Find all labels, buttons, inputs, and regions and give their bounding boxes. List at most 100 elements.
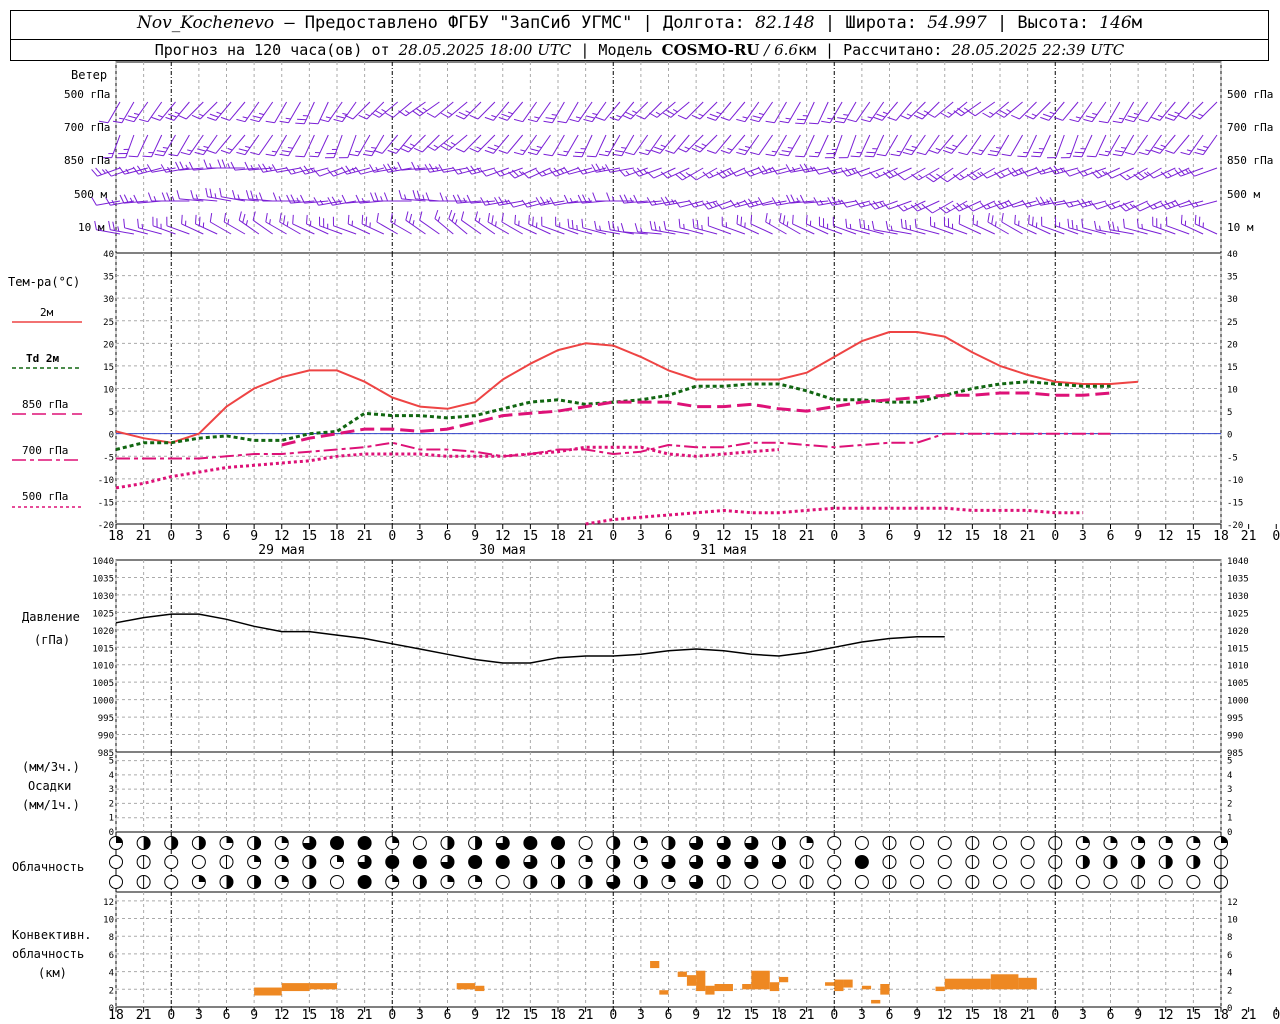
wind-barb-flag (1098, 153, 1108, 157)
legend-label-850: 850 гПа (22, 398, 69, 411)
wind-barb (292, 214, 315, 235)
wind-barb-flag (290, 194, 296, 203)
wind-barb-flag (381, 108, 387, 113)
cloud-symbol (1075, 855, 1090, 869)
wind-barb-flag (872, 200, 880, 209)
wind-barb (250, 134, 274, 156)
wind-barb (528, 214, 551, 235)
wind-barb-flag (123, 194, 129, 203)
wind-barb-flag (902, 151, 912, 156)
conv-cloud-bar (843, 979, 853, 988)
wind-barb-flag (535, 169, 543, 177)
wind-barb-flag (175, 161, 180, 171)
wind-barb-flag (929, 173, 938, 180)
hour-tick-label: 3 (1079, 529, 1087, 544)
wind-barb-flag (667, 172, 672, 177)
wind-barb (426, 134, 454, 151)
cloud-symbol (412, 875, 427, 889)
wind-barb-flag (445, 196, 448, 202)
wind-barb-flag (271, 164, 278, 173)
cloud-symbol (993, 875, 1007, 889)
wind-barb-flag (553, 167, 561, 176)
wind-barb-flag (1174, 169, 1181, 177)
wind-barb (361, 214, 385, 235)
wind-barb-flag (1145, 149, 1151, 152)
wind-barb-flag (495, 221, 497, 227)
wind-barb-flag (893, 170, 898, 175)
wind-barb-flag (393, 166, 397, 171)
wind-barb-flag (866, 151, 876, 154)
wind-barb-flag (691, 114, 701, 120)
wind-barb (498, 101, 524, 121)
temp-tick-label-right: 35 (1227, 273, 1238, 283)
wind-barb-flag (238, 211, 242, 221)
cloud-symbol (606, 855, 621, 869)
wind-barb-flag (911, 173, 919, 181)
wind-barb-flag (911, 145, 917, 149)
wind-barb-flag (167, 166, 171, 172)
wind-barb (916, 134, 940, 156)
wind-barb-flag (278, 196, 282, 202)
wind-barb-flag (195, 214, 197, 224)
conv-cloud-bar (751, 970, 770, 990)
wind-barb-flag (94, 220, 97, 230)
wind-barb (272, 192, 301, 202)
wind-barb-flag (534, 116, 540, 119)
cloud-symbol (937, 875, 952, 889)
cloud-symbol (772, 836, 786, 850)
wind-barb (665, 134, 690, 154)
wind-barb (1094, 220, 1120, 235)
wind-barb-staff (833, 225, 857, 235)
wind-barb-flag (1006, 108, 1012, 113)
wind-barb-flag (905, 219, 907, 229)
wind-barb (448, 209, 468, 235)
wind-barb-flag (217, 159, 222, 169)
hour-tick-label: 18 (1213, 529, 1229, 544)
wind-barb-flag (861, 118, 871, 123)
wind-barb-flag (466, 166, 473, 175)
wind-barb-flag (1153, 203, 1158, 209)
wind-barb (354, 166, 384, 175)
cloud-symbol (744, 836, 759, 850)
wind-barb (706, 134, 732, 154)
pressure-tick-label-right: 990 (1227, 732, 1243, 742)
hour-tick-label: 12 (716, 1008, 732, 1023)
wind-barb-flag (583, 168, 588, 174)
wind-barb-flag (1203, 145, 1209, 149)
wind-barb-flag (369, 164, 375, 173)
wind-barb-staff (947, 167, 968, 183)
cloud-symbol (495, 836, 510, 850)
precip-tick-label-right: 1 (1227, 814, 1232, 824)
wind-barb-flag (791, 166, 796, 172)
cloud-symbol (302, 855, 317, 869)
pressure-tick-label-right: 1005 (1227, 679, 1249, 689)
wind-barb-flag (223, 213, 227, 223)
wind-barb (876, 134, 899, 157)
wind-barb-staff (422, 134, 440, 153)
wind-barb-flag (1141, 223, 1143, 229)
wind-barb-flag (398, 110, 407, 117)
wind-barb-flag (296, 197, 300, 203)
wind-barb (252, 211, 273, 235)
wind-barb-flag (476, 167, 481, 173)
wind-barb-flag (913, 114, 923, 120)
wind-barb (577, 166, 607, 175)
wind-barb-staff (1188, 134, 1204, 155)
precip-tick-label-right: 0 (1227, 828, 1232, 838)
wind-barb-flag (408, 213, 413, 223)
wind-barb-staff (817, 101, 829, 125)
cloud-symbol (330, 875, 344, 889)
wind-barb (220, 134, 246, 154)
wind-barb (501, 213, 523, 235)
wind-barb-flag (694, 144, 704, 150)
cloud-symbol-outline (578, 836, 593, 850)
wind-barb-flag (333, 118, 343, 123)
wind-barb (440, 101, 468, 118)
wind-barb-flag (796, 197, 800, 203)
wind-barb-flag (125, 168, 130, 174)
wind-barb-staff (774, 101, 787, 124)
wind-barb (1098, 134, 1121, 157)
wind-barb (265, 213, 287, 235)
wind-barb-flag (653, 199, 657, 205)
wind-barb (1133, 167, 1162, 181)
